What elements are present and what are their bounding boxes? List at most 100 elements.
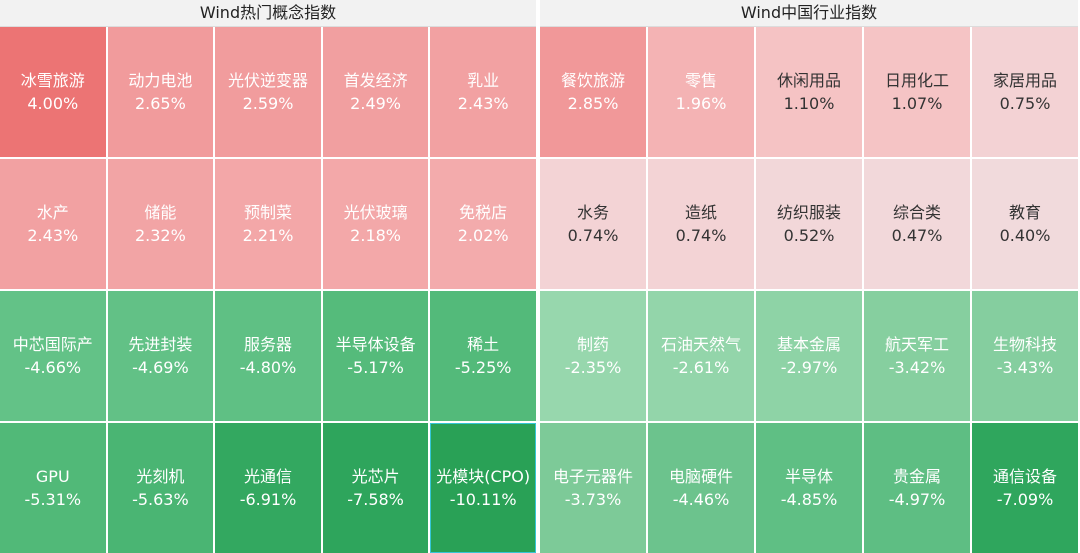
cell-name: 贵金属 <box>892 467 941 486</box>
cell-value: 2.21% <box>242 226 294 245</box>
cell-value: 2.65% <box>134 94 186 113</box>
cell-value: 0.74% <box>675 226 727 245</box>
heatmap-cell[interactable]: 光模块(CPO) -10.11% <box>430 423 536 553</box>
cell-value: -6.91% <box>239 490 297 509</box>
cell-value: -5.31% <box>24 490 82 509</box>
cell-name: 光通信 <box>243 467 292 486</box>
heatmap-cell[interactable]: 休闲用品 1.10% <box>756 27 862 157</box>
cell-name: 生物科技 <box>992 335 1057 354</box>
cell-name: 稀土 <box>467 335 500 354</box>
cell-value: -4.66% <box>24 358 82 377</box>
cell-value: -3.42% <box>888 358 946 377</box>
heatmap-cell[interactable]: 电子元器件 -3.73% <box>540 423 646 553</box>
cell-name: 储能 <box>144 203 177 222</box>
cell-name: 制药 <box>576 335 609 354</box>
heatmap-cell[interactable]: 家居用品 0.75% <box>972 27 1078 157</box>
heatmap-cell[interactable]: 光伏玻璃 2.18% <box>322 159 429 289</box>
cell-value: -5.63% <box>132 490 189 509</box>
cell-value: 2.02% <box>457 226 509 245</box>
heatmap-cell[interactable]: 中芯国际产 -4.66% <box>0 291 106 421</box>
heatmap-cell[interactable]: 石油天然气 -2.61% <box>648 291 754 421</box>
cell-value: -5.17% <box>347 358 404 377</box>
cell-name: 零售 <box>684 71 717 90</box>
cell-name: 餐饮旅游 <box>560 71 625 90</box>
cell-value: 0.40% <box>999 226 1051 245</box>
heatmap-cell[interactable]: 航天军工 -3.42% <box>864 291 970 421</box>
heatmap-cell[interactable]: 造纸 0.74% <box>648 159 754 289</box>
cell-value: 1.96% <box>675 94 727 113</box>
heatmap-cell[interactable]: 餐饮旅游 2.85% <box>540 27 646 157</box>
concept-index-title: Wind热门概念指数 <box>0 0 536 27</box>
cell-name: 光伏逆变器 <box>227 71 308 90</box>
cell-value: -4.85% <box>780 490 838 509</box>
cell-value: -2.35% <box>564 358 622 377</box>
heatmap-cell[interactable]: 教育 0.40% <box>972 159 1078 289</box>
cell-value: 0.74% <box>567 226 619 245</box>
cell-value: 1.10% <box>783 94 835 113</box>
cell-value: -10.11% <box>449 490 517 509</box>
cell-name: 家居用品 <box>992 71 1057 90</box>
heatmap-cell[interactable]: 稀土 -5.25% <box>430 291 536 421</box>
heatmap-cell[interactable]: 免税店 2.02% <box>430 159 536 289</box>
heatmap-cell[interactable]: 通信设备 -7.09% <box>972 423 1078 553</box>
cell-name: GPU <box>35 467 70 486</box>
cell-value: -3.43% <box>996 358 1054 377</box>
heatmap-cell[interactable]: 光刻机 -5.63% <box>107 423 214 553</box>
heatmap-cell[interactable]: 半导体 -4.85% <box>756 423 862 553</box>
heatmap-cell[interactable]: 电脑硬件 -4.46% <box>648 423 754 553</box>
cell-name: 免税店 <box>459 203 508 222</box>
cell-value: -7.58% <box>347 490 404 509</box>
cell-name: 光刻机 <box>136 467 185 486</box>
heatmap-cell[interactable]: 光芯片 -7.58% <box>322 423 429 553</box>
heatmap-cell[interactable]: 贵金属 -4.97% <box>864 423 970 553</box>
heatmap-cell[interactable]: 日用化工 1.07% <box>864 27 970 157</box>
heatmap-cell[interactable]: 基本金属 -2.97% <box>756 291 862 421</box>
industry-index-heatmap: 餐饮旅游 2.85% 零售 1.96% 休闲用品 1.10% 日用化工 1.07% 家居用品 0.… <box>540 27 1078 553</box>
heatmap-cell[interactable]: 制药 -2.35% <box>540 291 646 421</box>
cell-value: 2.43% <box>457 94 509 113</box>
cell-name: 光芯片 <box>351 467 400 486</box>
cell-name: 乳业 <box>467 71 500 90</box>
cell-name: 水产 <box>36 203 69 222</box>
heatmap-cell[interactable]: 零售 1.96% <box>648 27 754 157</box>
cell-name: 光伏玻璃 <box>343 203 408 222</box>
cell-value: 2.18% <box>350 226 401 245</box>
heatmap-cell[interactable]: 服务器 -4.80% <box>215 291 321 421</box>
heatmap-cell[interactable]: 水产 2.43% <box>0 159 106 289</box>
heatmap-cell[interactable]: 储能 2.32% <box>107 159 214 289</box>
cell-name: 通信设备 <box>992 467 1057 486</box>
heatmap-cell[interactable]: 水务 0.74% <box>540 159 646 289</box>
heatmap-cell[interactable]: 先进封装 -4.69% <box>107 291 214 421</box>
cell-value: -4.46% <box>672 490 730 509</box>
cell-value: 2.32% <box>134 226 186 245</box>
heatmap-cell[interactable]: 综合类 0.47% <box>864 159 970 289</box>
heatmap-cell[interactable]: 光通信 -6.91% <box>215 423 321 553</box>
cell-name: 休闲用品 <box>776 71 841 90</box>
heatmap-cell[interactable]: 半导体设备 -5.17% <box>322 291 429 421</box>
cell-name: 先进封装 <box>128 335 193 354</box>
cell-name: 日用化工 <box>884 71 949 90</box>
cell-value: -2.97% <box>780 358 838 377</box>
industry-index-title: Wind中国行业指数 <box>540 0 1078 27</box>
cell-name: 半导体 <box>784 467 833 486</box>
cell-name: 动力电池 <box>128 71 193 90</box>
cell-name: 电脑硬件 <box>668 467 733 486</box>
cell-name: 石油天然气 <box>660 335 741 354</box>
cell-name: 半导体设备 <box>335 335 416 354</box>
heatmap-cell[interactable]: 预制菜 2.21% <box>215 159 321 289</box>
heatmap-cell[interactable]: 纺织服装 0.52% <box>756 159 862 289</box>
heatmap-cell[interactable]: 乳业 2.43% <box>430 27 536 157</box>
cell-name: 冰雪旅游 <box>20 71 85 90</box>
heatmap-cell[interactable]: 光伏逆变器 2.59% <box>215 27 321 157</box>
heatmap-cell[interactable]: 首发经济 2.49% <box>322 27 429 157</box>
cell-name: 预制菜 <box>243 203 292 222</box>
heatmap-cell[interactable]: 动力电池 2.65% <box>107 27 214 157</box>
heatmap-cell[interactable]: 冰雪旅游 4.00% <box>0 27 106 157</box>
cell-name: 光模块(CPO) <box>436 467 531 486</box>
cell-name: 服务器 <box>243 335 292 354</box>
heatmap-cell[interactable]: GPU -5.31% <box>0 423 106 553</box>
concept-index-heatmap: 冰雪旅游 4.00% 动力电池 2.65% 光伏逆变器 2.59% 首发经济 2.49% 乳业 2… <box>0 27 536 553</box>
cell-value: 2.43% <box>27 226 79 245</box>
heatmap-cell[interactable]: 生物科技 -3.43% <box>972 291 1078 421</box>
cell-value: -7.09% <box>996 490 1054 509</box>
